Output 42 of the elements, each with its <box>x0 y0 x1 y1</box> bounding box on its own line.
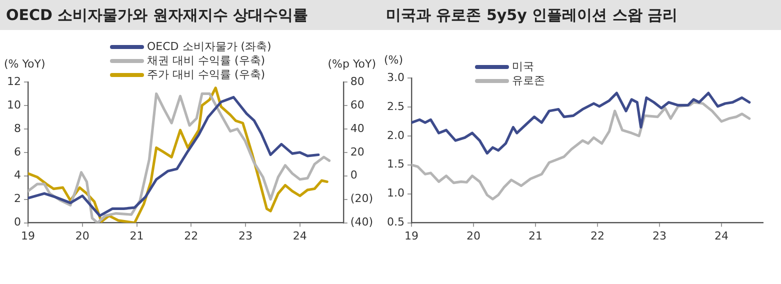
y-tick-label: 12 <box>6 74 21 88</box>
x-tick-label: 23 <box>238 229 253 242</box>
y-tick-label: 2 <box>14 192 21 206</box>
y-tick-label: 1.0 <box>386 186 404 200</box>
legend-label: OECD 소비자물가 (좌축) <box>147 40 272 54</box>
x-tick-label: 20 <box>466 229 480 242</box>
legend-label: 채권 대비 수익률 (우축) <box>147 54 266 68</box>
x-tick-label: 19 <box>20 229 35 242</box>
y2-tick-label: 60 <box>350 98 364 112</box>
x-tick-label: 24 <box>292 229 307 242</box>
y-tick-label: 4 <box>14 168 21 182</box>
y2-tick-label: 80 <box>350 74 364 88</box>
y2-tick-label: (20) <box>350 192 374 206</box>
y-tick-label: 2.5 <box>386 100 404 113</box>
y-tick-label: 0.5 <box>386 216 404 229</box>
y-tick-label: 0 <box>14 216 21 229</box>
x-tick-label: 22 <box>590 229 604 242</box>
x-tick-label: 21 <box>528 229 542 242</box>
x-tick-label: 19 <box>404 229 418 242</box>
x-tick-label: 20 <box>75 229 90 242</box>
y-tick-label: 8 <box>14 122 21 135</box>
x-tick-label: 21 <box>130 229 144 242</box>
y2-tick-label: 20 <box>350 145 364 158</box>
y-tick-label: 2.0 <box>386 128 404 142</box>
chart-title: OECD 소비자물가와 원자재지수 상대수익률 <box>0 0 380 30</box>
y2-axis-title: (%p YoY) <box>328 57 376 70</box>
y-tick-label: 1.5 <box>386 158 404 171</box>
y2-tick-label: 40 <box>350 122 364 135</box>
x-tick-label: 24 <box>714 229 728 242</box>
y-axis-title: (% YoY) <box>4 57 46 70</box>
y-tick-label: 3.0 <box>386 70 404 84</box>
legend-label: 유로존 <box>512 74 545 88</box>
x-tick-label: 23 <box>652 229 666 242</box>
y-tick-label: 10 <box>6 98 21 112</box>
y-tick-label: 6 <box>14 145 21 158</box>
y2-tick-label: (40) <box>350 216 374 229</box>
legend-label: 주가 대비 수익률 (우축) <box>147 68 266 82</box>
y-axis-title: (%) <box>384 53 404 66</box>
legend-label: 미국 <box>512 60 534 74</box>
x-tick-label: 22 <box>184 229 198 242</box>
chart-title: 미국과 유로존 5y5y 인플레이션 스왑 금리 <box>380 0 781 30</box>
y2-tick-label: 0 <box>350 168 358 182</box>
